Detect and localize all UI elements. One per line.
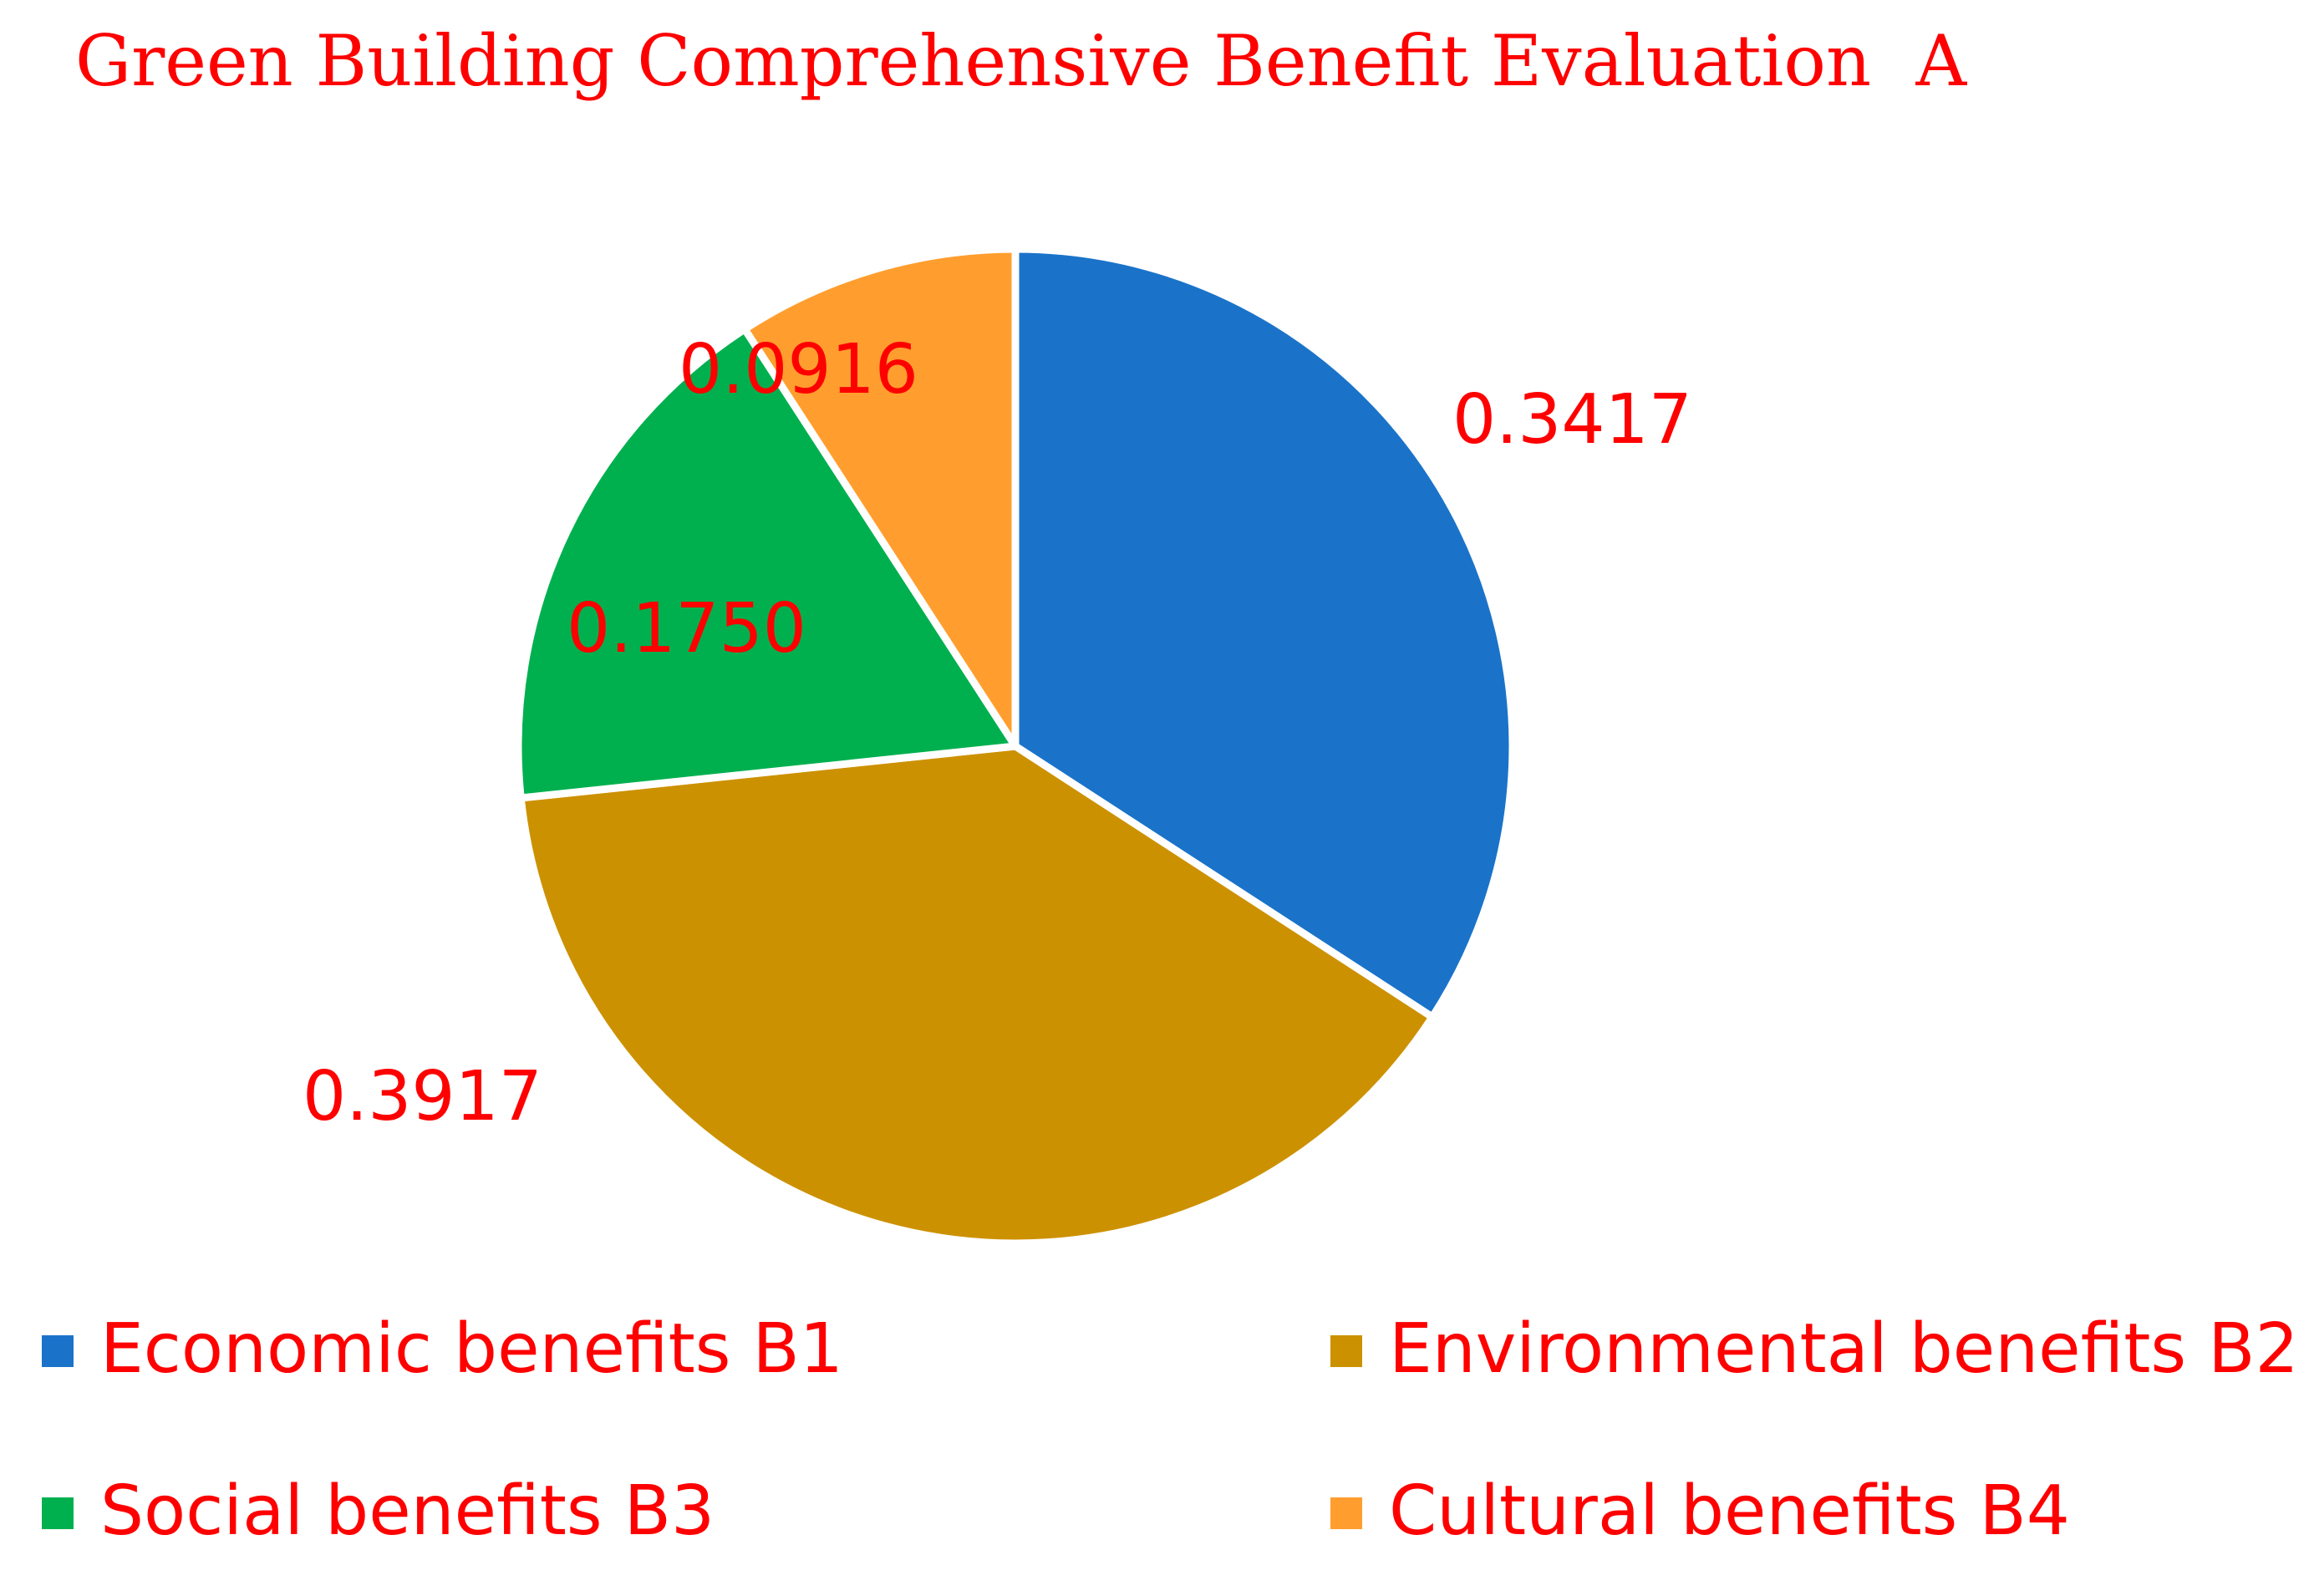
data-label-economic-benefits-b1: 0.3417 — [1452, 380, 1692, 460]
legend-label: Economic benefits B1 — [100, 1309, 843, 1389]
data-label-environmental-benefits-b2: 0.3917 — [303, 1057, 542, 1136]
pie-slice-cultural-benefits-b4 — [740, 245, 1020, 750]
legend-item-environmental-benefits-b2: Environmental benefits B2 — [1330, 1309, 2299, 1389]
chart-title: Green Building Comprehensive Benefit Eva… — [75, 20, 1967, 102]
pie-value-labels: 0.3417 0.3917 0.1750 0.0916 — [303, 330, 1692, 1136]
legend-swatch — [42, 1335, 74, 1367]
pie-slice-environmental-benefits-b2 — [516, 742, 1437, 1248]
legend-item-economic-benefits-b1: Economic benefits B1 — [42, 1309, 843, 1389]
chart-legend: Economic benefits B1 Environmental benefi… — [42, 1309, 2299, 1551]
data-label-social-benefits-b3: 0.1750 — [567, 589, 806, 668]
legend-label: Cultural benefits B4 — [1389, 1471, 2070, 1551]
legend-item-cultural-benefits-b4: Cultural benefits B4 — [1330, 1471, 2070, 1551]
data-label-cultural-benefits-b4: 0.0916 — [679, 330, 918, 409]
legend-label: Social benefits B3 — [100, 1471, 715, 1551]
pie-slices — [514, 245, 1517, 1248]
pie-slice-social-benefits-b3 — [514, 325, 1020, 802]
legend-item-social-benefits-b3: Social benefits B3 — [42, 1471, 715, 1551]
legend-label: Environmental benefits B2 — [1389, 1309, 2299, 1389]
legend-swatch — [42, 1497, 74, 1529]
legend-swatch — [1330, 1335, 1362, 1367]
legend-swatch — [1330, 1497, 1362, 1529]
